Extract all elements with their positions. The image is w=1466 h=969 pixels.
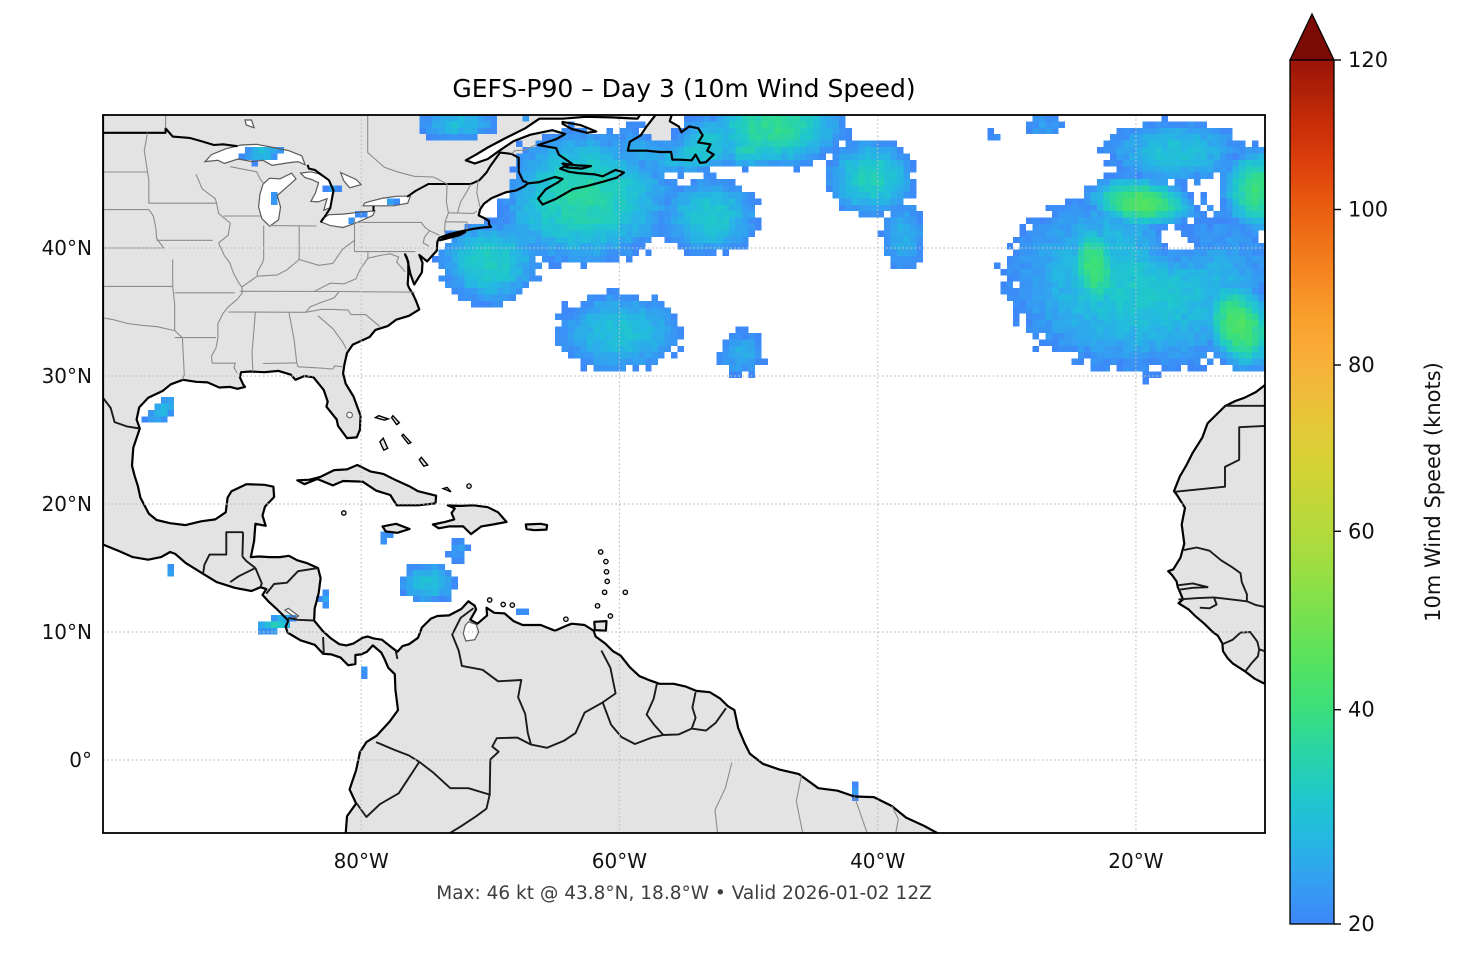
colorbar-arrow [1288, 12, 1336, 61]
y-tick-label: 30°N [42, 364, 92, 388]
colorbar-tick-label: 40 [1348, 698, 1375, 722]
map-frame [102, 114, 1266, 834]
colorbar-tick-label: 100 [1348, 198, 1388, 222]
x-tick-label: 20°W [1108, 849, 1163, 873]
coastlines-and-borders [103, 115, 1265, 833]
colorbar-tick-label: 80 [1348, 353, 1375, 377]
y-tick-label: 20°N [42, 492, 92, 516]
wind-field-canvas [103, 115, 1265, 833]
x-tick-label: 40°W [850, 849, 905, 873]
colorbar: 20 40 60 80 100 120 [1288, 12, 1388, 936]
chart-title: GEFS-P90 – Day 3 (10m Wind Speed) [452, 74, 915, 103]
x-tick-label: 80°W [334, 849, 389, 873]
colorbar-tick-label: 120 [1348, 48, 1388, 72]
colorbar-label: 10m Wind Speed (knots) [1421, 362, 1445, 622]
colorbar-tick-label: 20 [1348, 912, 1375, 936]
y-tick-label: 40°N [42, 236, 92, 260]
graticule [103, 115, 1265, 833]
y-tick-label: 10°N [42, 620, 92, 644]
colorbar-tick-label: 60 [1348, 519, 1375, 543]
chart-caption: Max: 46 kt @ 43.8°N, 18.8°W • Valid 2026… [436, 883, 932, 904]
x-tick-label: 60°W [592, 849, 647, 873]
colorbar-gradient [1289, 59, 1335, 925]
y-tick-label: 0° [69, 748, 92, 772]
axis-tick-labels: 80°W 60°W 40°W 20°W 40°N 30°N 20°N 10°N 0° [42, 236, 1164, 873]
